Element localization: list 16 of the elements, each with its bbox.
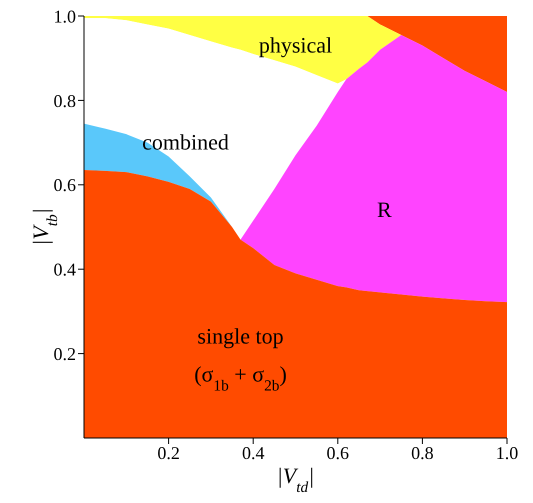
y-tick-label: 0.4 <box>54 260 76 280</box>
y-tick-label: 1.0 <box>54 6 76 26</box>
x-tick-label: 0.8 <box>411 442 434 463</box>
x-tick-label: 1.0 <box>496 442 518 463</box>
annotation: single top <box>197 324 284 349</box>
annotation: combined <box>142 130 229 155</box>
y-tick-label: 0.6 <box>54 175 76 196</box>
x-tick-label: 0.6 <box>326 442 350 463</box>
x-axis-title: |V$_{td}$| <box>276 463 314 496</box>
annotation: physical <box>258 32 332 58</box>
x-tick-label: 0.2 <box>157 442 180 463</box>
x-tick-label: 0.4 <box>242 442 264 463</box>
y-tick-label: 0.8 <box>54 90 76 111</box>
annotation: R <box>376 197 392 222</box>
y-tick-label: 0.2 <box>54 344 76 364</box>
annotation: (σ$_{1b}$ + σ$_{2b}$) <box>194 362 287 394</box>
